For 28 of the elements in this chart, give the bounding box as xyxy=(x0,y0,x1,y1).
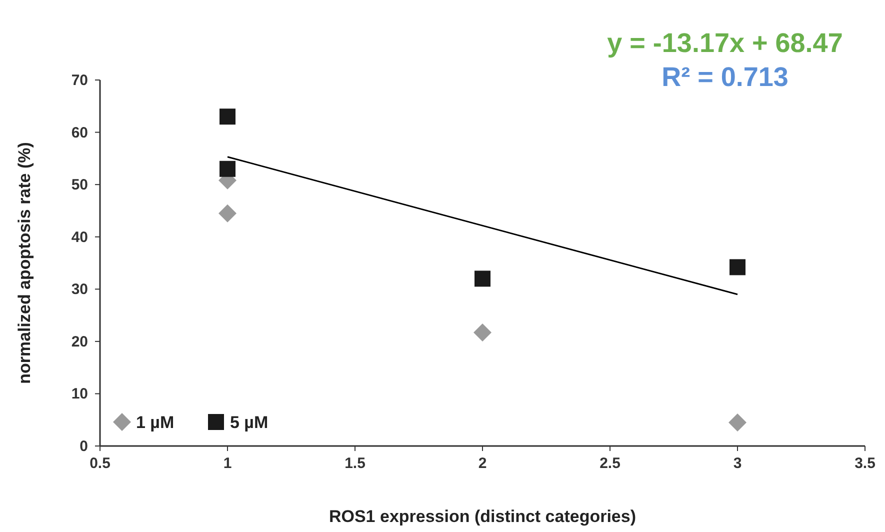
y-tick-label: 30 xyxy=(71,281,88,298)
point xyxy=(730,259,746,276)
y-tick-label: 50 xyxy=(71,176,88,194)
x-tick-label: 3 xyxy=(733,455,742,472)
x-tick-label: 1 xyxy=(223,455,232,472)
y-tick-label: 60 xyxy=(71,124,88,142)
y-tick-label: 20 xyxy=(71,333,88,350)
text: y = -13.17x + 68.47 xyxy=(607,28,843,58)
y-tick-label: 40 xyxy=(71,228,88,246)
point xyxy=(728,413,746,432)
x-tick-label: 3.5 xyxy=(854,455,876,472)
point xyxy=(218,204,236,222)
y-tick-label: 10 xyxy=(71,386,88,403)
point xyxy=(474,270,490,287)
point xyxy=(220,160,236,177)
legend-label: 5 µM xyxy=(230,413,268,432)
point xyxy=(220,108,236,125)
x-tick-label: 1.5 xyxy=(344,455,366,472)
y-tick-label: 0 xyxy=(80,438,88,455)
y-axis-title: normalized apoptosis rate (%) xyxy=(15,142,34,384)
x-tick-label: 0.5 xyxy=(90,455,110,472)
annotation: R² = 0.713 xyxy=(662,62,788,92)
x-axis-title: ROS1 expression (distinct categories) xyxy=(328,507,636,526)
legend-label: 1 µM xyxy=(136,413,174,432)
x-tick-label: 2 xyxy=(478,455,487,472)
x-tick-label: 2.5 xyxy=(600,455,620,472)
y-tick-label: 70 xyxy=(71,72,88,89)
point xyxy=(474,324,492,342)
